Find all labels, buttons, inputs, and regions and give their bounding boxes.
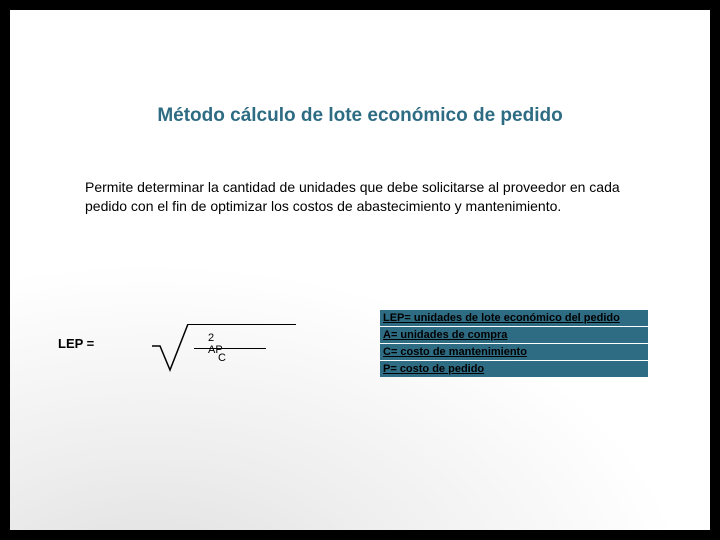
legend-text: A= unidades de compra [383, 327, 507, 343]
slide-title: Método cálculo de lote económico de pedi… [10, 105, 710, 127]
sqrt-overline [188, 324, 296, 325]
formula-denominator: C [218, 352, 226, 364]
legend-text: C= costo de mantenimiento [383, 344, 527, 360]
legend-row: C= costo de mantenimiento [380, 344, 648, 360]
legend-table: LEP= unidades de lote económico del pedi… [380, 310, 648, 378]
radical-icon [152, 324, 192, 372]
legend-text: P= costo de pedido [383, 361, 484, 377]
legend-row: LEP= unidades de lote económico del pedi… [380, 310, 648, 326]
slide: Método cálculo de lote económico de pedi… [10, 10, 710, 530]
formula-label: LEP = [58, 336, 94, 351]
legend-row: P= costo de pedido [380, 361, 648, 377]
slide-description: Permite determinar la cantidad de unidad… [85, 178, 650, 216]
fraction-line [194, 348, 266, 349]
legend-text: LEP= unidades de lote económico del pedi… [383, 310, 620, 326]
legend-row: A= unidades de compra [380, 327, 648, 343]
